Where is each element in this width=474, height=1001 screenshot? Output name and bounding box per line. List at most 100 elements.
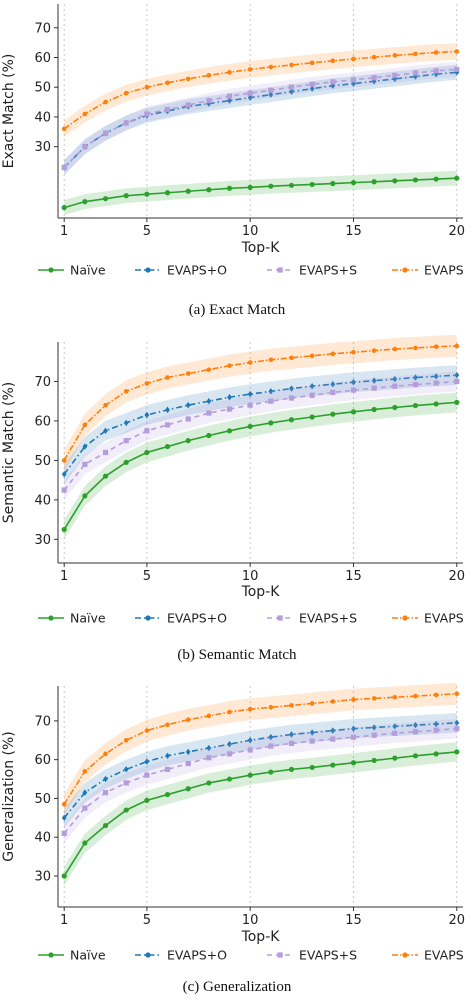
figure-caption: (a) Exact Match [189, 302, 286, 318]
legend-label: EVAPS+O [167, 263, 227, 278]
data-point-evaps-s [144, 428, 150, 434]
legend-label: EVAPS+S [299, 611, 357, 626]
y-tick-label: 70 [34, 714, 51, 729]
data-point-evaps [351, 697, 356, 702]
data-point-evaps-s [226, 93, 233, 99]
legend-marker [277, 952, 283, 958]
data-point-evaps-o [330, 381, 336, 388]
data-point-evaps-s [82, 461, 88, 467]
data-point-evaps-o [289, 88, 294, 95]
data-point-evaps [103, 751, 108, 757]
data-point-naive [102, 473, 109, 479]
data-point-evaps-s [206, 410, 212, 416]
data-point-evaps-o [268, 91, 274, 98]
data-point-evaps-o [227, 740, 232, 748]
data-point-evaps [413, 51, 418, 57]
figure-caption: (c) Generalization [183, 979, 292, 995]
data-point-naive [288, 417, 295, 423]
legend-marker [145, 267, 151, 273]
data-point-naive [206, 432, 212, 439]
data-point-evaps [392, 53, 398, 58]
data-point-evaps [289, 355, 294, 361]
y-tick-label: 70 [34, 375, 51, 390]
data-point-evaps-s [164, 106, 171, 113]
data-point-evaps-o [454, 69, 460, 76]
data-point-evaps [454, 343, 460, 349]
data-point-evaps-o [165, 752, 170, 759]
data-point-evaps [82, 768, 88, 774]
data-point-evaps-o [392, 375, 398, 383]
data-point-evaps-o [433, 70, 439, 78]
data-point-evaps [165, 722, 170, 728]
data-point-evaps-s [82, 805, 88, 811]
y-tick-label: 40 [34, 493, 51, 508]
series-line-evaps [63, 692, 457, 805]
y-tick-label: 30 [34, 533, 51, 548]
legend-label: Naïve [70, 611, 106, 626]
data-point-evaps [206, 713, 212, 719]
data-point-naive [454, 175, 460, 181]
data-point-naive [268, 769, 274, 775]
data-point-evaps-o [309, 729, 315, 736]
data-point-naive [412, 177, 419, 183]
legend-item-evaps-s: EVAPS+S [267, 948, 357, 963]
data-point-evaps-o [61, 471, 67, 478]
data-point-naive [144, 191, 150, 197]
data-point-evaps [144, 728, 150, 733]
legend-marker [48, 267, 54, 273]
data-point-naive [330, 180, 336, 187]
data-point-evaps [227, 70, 232, 75]
data-point-evaps [227, 709, 232, 715]
data-point-evaps-o [413, 721, 418, 729]
data-point-evaps-s [288, 84, 295, 90]
data-point-evaps-s [247, 402, 253, 408]
data-point-naive [350, 180, 357, 186]
confidence-band-evaps-o [64, 713, 457, 828]
y-tick-label: 70 [34, 21, 51, 36]
data-point-evaps-s [371, 732, 377, 738]
x-tick-label: 5 [143, 913, 151, 928]
legend-label: EVAPS [424, 948, 464, 963]
data-point-evaps-s [61, 830, 67, 836]
data-point-evaps [433, 50, 439, 55]
data-point-evaps [351, 56, 356, 62]
data-point-evaps-s [247, 90, 253, 96]
data-point-evaps-o [433, 720, 439, 728]
x-tick-label: 1 [60, 913, 68, 928]
data-point-naive [102, 196, 109, 202]
data-point-evaps [165, 80, 170, 86]
data-point-naive [433, 751, 439, 757]
y-tick-label: 60 [34, 753, 51, 768]
data-point-evaps [371, 696, 377, 701]
data-point-evaps-o [454, 371, 460, 379]
data-point-evaps-o [268, 388, 274, 395]
data-point-evaps-s [144, 772, 150, 778]
legend-marker [48, 952, 54, 958]
data-point-evaps-s [330, 79, 336, 85]
x-axis-label: Top-K [241, 584, 281, 600]
confidence-band-evaps-o [64, 64, 457, 175]
data-point-evaps-s [371, 385, 377, 391]
x-axis-label: Top-K [241, 240, 281, 256]
data-point-evaps [61, 801, 67, 807]
data-point-evaps-o [103, 427, 108, 434]
data-point-naive [61, 873, 67, 879]
data-point-naive [350, 760, 357, 766]
data-point-evaps-s [123, 120, 129, 126]
data-point-evaps-s [268, 87, 274, 93]
data-point-evaps-s [392, 72, 398, 78]
y-tick-label: 30 [34, 869, 51, 884]
confidence-band-evaps-s [64, 61, 457, 175]
y-tick-label: 60 [34, 414, 51, 429]
data-point-evaps-s [412, 382, 419, 388]
data-point-evaps-o [247, 737, 253, 744]
data-point-evaps-o [371, 377, 377, 384]
data-point-evaps [454, 49, 460, 54]
x-tick-label: 5 [143, 569, 151, 584]
data-point-naive [164, 443, 171, 450]
data-point-evaps [309, 353, 315, 359]
data-point-naive [123, 193, 129, 199]
data-point-evaps-s [454, 726, 460, 732]
data-point-evaps-o [247, 94, 253, 101]
